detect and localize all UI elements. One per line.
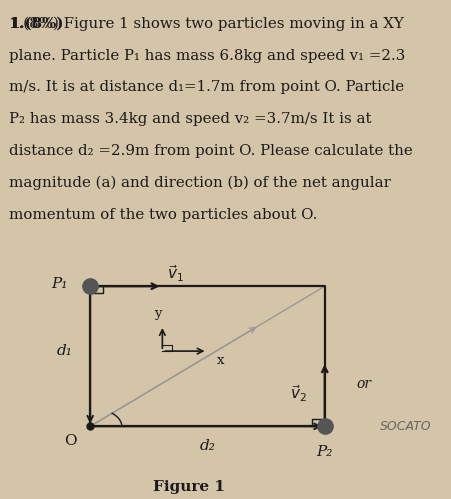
Text: $\vec{v}_1$: $\vec{v}_1$: [167, 263, 184, 283]
Text: m/s. It is at distance d₁=1.7m from point O. Particle: m/s. It is at distance d₁=1.7m from poin…: [9, 80, 404, 94]
Text: O: O: [64, 434, 77, 448]
Text: $\vec{v}_2$: $\vec{v}_2$: [290, 384, 307, 404]
Text: d₁: d₁: [56, 344, 72, 358]
Text: SOCATO: SOCATO: [380, 420, 432, 433]
Text: P₁: P₁: [51, 276, 68, 290]
Text: momentum of the two particles about O.: momentum of the two particles about O.: [9, 208, 318, 222]
Text: distance d₂ =2.9m from point O. Please calculate the: distance d₂ =2.9m from point O. Please c…: [9, 144, 413, 158]
Text: d₂: d₂: [199, 439, 216, 453]
Text: P₂: P₂: [317, 445, 333, 459]
Text: x: x: [216, 354, 224, 367]
Text: plane. Particle P₁ has mass 6.8kg and speed v₁ =2.3: plane. Particle P₁ has mass 6.8kg and sp…: [9, 49, 405, 63]
Text: y: y: [154, 307, 161, 320]
Text: magnitude (a) and direction (b) of the net angular: magnitude (a) and direction (b) of the n…: [9, 176, 391, 190]
Text: Figure 1: Figure 1: [153, 480, 226, 494]
Text: P₂ has mass 3.4kg and speed v₂ =3.7m/s It is at: P₂ has mass 3.4kg and speed v₂ =3.7m/s I…: [9, 112, 372, 126]
Text: or: or: [356, 377, 371, 391]
Text: 1.(8%) Figure 1 shows two particles moving in a XY: 1.(8%) Figure 1 shows two particles movi…: [9, 17, 404, 31]
Text: 1.(8%): 1.(8%): [9, 17, 64, 31]
